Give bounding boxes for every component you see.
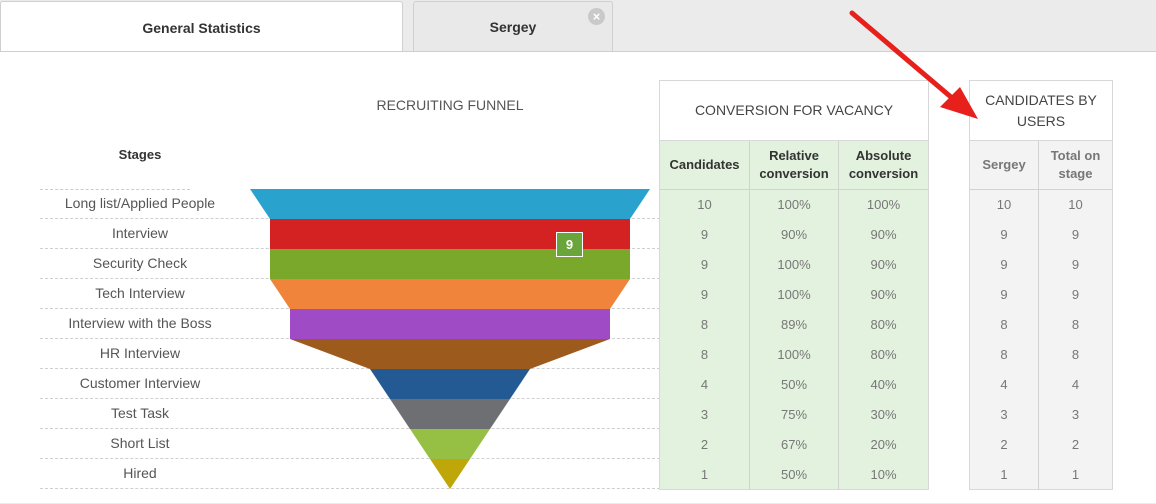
table-cell: 30% — [870, 407, 897, 422]
tab-label: Sergey — [489, 18, 537, 35]
funnel-segment[interactable] — [250, 189, 650, 219]
stages-header: Stages — [118, 147, 162, 162]
table-cell: 9 — [660, 250, 750, 280]
table-cell: 9 — [1071, 227, 1080, 242]
table-cell: 100% — [866, 197, 901, 212]
table-cell: 90% — [870, 287, 897, 302]
table-cell: 9 — [1071, 257, 1080, 272]
table-cell: 1 — [1071, 467, 1080, 482]
tab-general-statistics[interactable]: General Statistics — [0, 1, 403, 53]
column-header: Relative conversion — [750, 141, 839, 190]
tab-label: General Statistics — [142, 19, 261, 36]
stage-label: Hired — [123, 465, 157, 481]
stage-label: Interview with the Boss — [68, 315, 212, 331]
users-table: Sergey 10 9 9 9 8 8 4 3 2 1 Total on stage 10 9 9 9 8 8 4 3… — [970, 141, 1112, 490]
table-cell: 10% — [870, 467, 897, 482]
table-cell: 3 — [660, 400, 750, 430]
table-cell: 9 — [970, 250, 1039, 280]
red-arrow-icon — [849, 10, 978, 119]
stage-row: Short List — [40, 429, 660, 459]
column-header: Candidates — [660, 141, 750, 190]
table-cell: 4 — [660, 370, 750, 400]
table-cell: 2 — [970, 430, 1039, 460]
table-cell: 100% — [750, 340, 839, 370]
tab-bar: General Statistics Sergey × — [0, 0, 1156, 53]
stage-row: HR Interview — [40, 339, 660, 369]
table-cell: 1 — [970, 460, 1039, 490]
table-cell: 90% — [750, 220, 839, 250]
table-cell: 4 — [1071, 377, 1080, 392]
table-cell: 90% — [870, 257, 897, 272]
table-cell: 8 — [970, 340, 1039, 370]
divider — [40, 189, 190, 190]
conversion-section: CONVERSION FOR VACANCY Candidates 10 9 9 9 8 8… — [659, 80, 929, 490]
funnel-segment[interactable] — [430, 459, 470, 489]
table-cell: 67% — [750, 430, 839, 460]
stage-label: Security Check — [92, 255, 188, 271]
table-cell: 8 — [1071, 317, 1080, 332]
funnel-segment[interactable] — [290, 309, 610, 339]
table-cell: 100% — [750, 280, 839, 310]
funnel-segment[interactable] — [370, 369, 530, 399]
table-cell: 10 — [1068, 197, 1083, 212]
table-cell: 8 — [970, 310, 1039, 340]
table-cell: 4 — [970, 370, 1039, 400]
funnel-segment[interactable] — [410, 429, 490, 459]
stage-label: Test Task — [110, 405, 170, 421]
table-cell: 20% — [870, 437, 897, 452]
table-cell: 100% — [750, 190, 839, 220]
table-cell: 10 — [660, 190, 750, 220]
funnel-segment[interactable] — [290, 339, 610, 369]
table-cell: 8 — [660, 310, 750, 340]
table-cell: 10 — [970, 190, 1039, 220]
stage-label: HR Interview — [99, 345, 181, 361]
stage-label: Interview — [111, 225, 169, 241]
funnel-segment[interactable] — [390, 399, 510, 429]
table-cell: 9 — [970, 220, 1039, 250]
table-cell: 9 — [660, 220, 750, 250]
stage-label: Short List — [110, 435, 170, 451]
statistics-panel: RECRUITING FUNNEL Stages Long list/Appli… — [0, 10, 1156, 503]
funnel-title: RECRUITING FUNNEL — [376, 97, 524, 113]
table-cell: 80% — [870, 347, 897, 362]
table-cell: 3 — [970, 400, 1039, 430]
table-cell: 9 — [1071, 287, 1080, 302]
stage-row: Customer Interview — [40, 369, 660, 399]
table-cell: 75% — [750, 400, 839, 430]
recruiting-funnel-chart — [250, 189, 650, 489]
conversion-title: CONVERSION FOR VACANCY — [660, 81, 928, 141]
column-header: Absolute conversion — [839, 141, 928, 190]
stage-label: Customer Interview — [79, 375, 201, 391]
conversion-table: Candidates 10 9 9 9 8 8 4 3 2 1 Relative conversion… — [660, 141, 928, 490]
funnel-segment[interactable] — [270, 279, 630, 309]
funnel-value-badge: 9 — [556, 232, 583, 257]
stage-row: Hired — [40, 459, 660, 489]
table-cell: 100% — [750, 250, 839, 280]
table-cell: 1 — [660, 460, 750, 490]
table-cell: 89% — [750, 310, 839, 340]
column-header: Total on stage — [1039, 141, 1112, 190]
stage-row: Test Task — [40, 399, 660, 429]
column-header: Sergey — [970, 141, 1039, 190]
stage-label: Tech Interview — [95, 285, 185, 301]
table-cell: 2 — [660, 430, 750, 460]
table-cell: 80% — [870, 317, 897, 332]
table-cell: 8 — [1071, 347, 1080, 362]
table-cell: 50% — [750, 460, 839, 490]
table-cell: 8 — [660, 340, 750, 370]
table-cell: 3 — [1071, 407, 1080, 422]
table-cell: 9 — [970, 280, 1039, 310]
users-title: CANDIDATES BY USERS — [970, 81, 1112, 141]
stage-label: Long list/Applied People — [64, 195, 216, 211]
close-icon[interactable]: × — [588, 8, 605, 25]
table-cell: 90% — [870, 227, 897, 242]
tab-sergey[interactable]: Sergey × — [413, 1, 613, 51]
table-cell: 40% — [870, 377, 897, 392]
table-cell: 50% — [750, 370, 839, 400]
table-cell: 9 — [660, 280, 750, 310]
table-cell: 2 — [1071, 437, 1080, 452]
candidates-by-users-section: CANDIDATES BY USERS Sergey 10 9 9 9 8 8 4 3 2 1 Tot… — [969, 80, 1113, 490]
funnel-segment[interactable] — [270, 249, 630, 279]
funnel-segment[interactable] — [270, 219, 630, 249]
